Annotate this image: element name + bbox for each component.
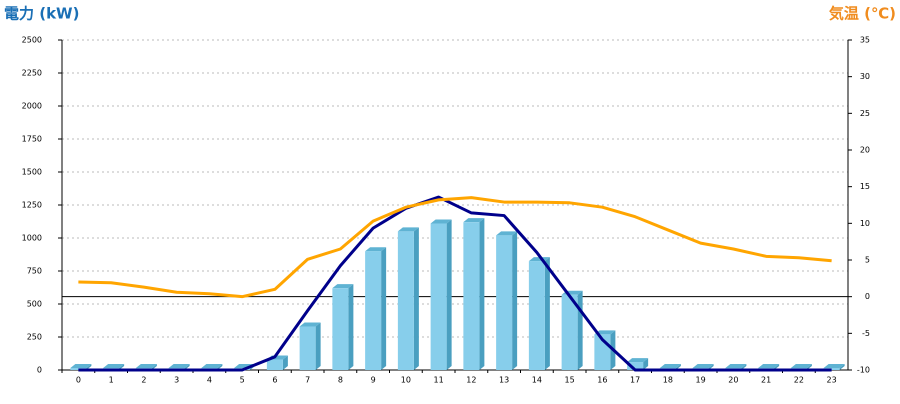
- x-tick-label: 16: [597, 376, 607, 385]
- x-tick-label: 10: [401, 376, 411, 385]
- bar-top: [659, 364, 681, 369]
- x-tick-label: 1: [109, 376, 114, 385]
- x-tick-label: 2: [141, 376, 146, 385]
- y2-tick-label: -5: [862, 329, 870, 338]
- bar-top: [496, 231, 518, 236]
- y-tick-label: 750: [27, 267, 42, 276]
- y2-tick-label: 0: [865, 292, 870, 301]
- bar-top: [725, 364, 747, 369]
- x-tick-label: 6: [272, 376, 277, 385]
- bar: [463, 222, 480, 370]
- y2-tick-label: 30: [860, 72, 870, 81]
- bar: [627, 362, 644, 370]
- x-tick-label: 22: [794, 376, 804, 385]
- y-tick-label: 2500: [22, 36, 42, 45]
- bar-side: [446, 219, 452, 370]
- x-tick-label: 9: [371, 376, 376, 385]
- x-tick-label: 4: [207, 376, 212, 385]
- x-tick-label: 23: [827, 376, 837, 385]
- bar-top: [692, 364, 714, 369]
- bar-top: [790, 364, 812, 369]
- bar-side: [413, 227, 419, 370]
- bar-side: [315, 322, 321, 370]
- y-tick-label: 1500: [22, 168, 42, 177]
- y2-axis-title: 気温 (℃): [829, 5, 896, 23]
- x-tick-label: 20: [728, 376, 738, 385]
- y2-tick-label: 20: [860, 146, 870, 155]
- bar: [332, 288, 349, 370]
- x-tick-label: 7: [305, 376, 310, 385]
- bar: [266, 359, 283, 370]
- bar-side: [381, 247, 387, 370]
- bar-top: [103, 364, 125, 369]
- y-tick-label: 500: [27, 300, 42, 309]
- bar-side: [577, 290, 583, 370]
- x-tick-label: 14: [532, 376, 542, 385]
- bar-top: [397, 227, 419, 232]
- bar-top: [168, 364, 190, 369]
- bar-side: [643, 358, 649, 370]
- bar-side: [839, 364, 845, 370]
- bar: [430, 223, 447, 370]
- x-tick-label: 15: [565, 376, 575, 385]
- bar: [397, 231, 414, 370]
- bar-side: [282, 355, 288, 370]
- line: [78, 196, 832, 299]
- y2-tick-label: 35: [860, 36, 870, 45]
- x-tick-label: 11: [434, 376, 444, 385]
- y-tick-label: 1000: [22, 234, 42, 243]
- y-tick-label: 0: [37, 366, 42, 375]
- x-tick-label: 8: [338, 376, 343, 385]
- line: [78, 195, 832, 372]
- bar-top: [332, 284, 354, 289]
- x-tick-label: 12: [466, 376, 476, 385]
- x-tick-label: 13: [499, 376, 509, 385]
- bar-top: [594, 330, 616, 335]
- bar: [365, 251, 382, 370]
- y2-tick-label: 5: [865, 256, 870, 265]
- bar-side: [479, 218, 485, 370]
- bar-top: [528, 257, 550, 262]
- bar-top: [365, 247, 387, 252]
- bar-side: [544, 257, 550, 370]
- y2-tick-label: 25: [860, 109, 870, 118]
- bar-top: [823, 364, 845, 369]
- bar-side: [348, 284, 354, 370]
- y-tick-label: 250: [27, 333, 42, 342]
- y-tick-label: 2250: [22, 69, 42, 78]
- x-tick-label: 18: [663, 376, 673, 385]
- bar-top: [758, 364, 780, 369]
- y-tick-label: 1750: [22, 135, 42, 144]
- x-tick-label: 17: [630, 376, 640, 385]
- bar: [496, 235, 513, 370]
- bar-top: [463, 218, 485, 223]
- bar: [299, 326, 316, 370]
- x-tick-label: 0: [76, 376, 81, 385]
- bar: [561, 294, 578, 370]
- y-tick-label: 2000: [22, 102, 42, 111]
- y2-tick-label: 15: [860, 182, 870, 191]
- y2-tick-label: -10: [857, 366, 870, 375]
- bar-top: [70, 364, 92, 369]
- x-tick-label: 3: [174, 376, 179, 385]
- bar-side: [512, 231, 518, 370]
- bar-top: [299, 322, 321, 327]
- bar-top: [201, 364, 223, 369]
- bar-top: [135, 364, 157, 369]
- x-tick-label: 19: [696, 376, 706, 385]
- y-tick-label: 1250: [22, 201, 42, 210]
- x-tick-label: 21: [761, 376, 771, 385]
- bar-top: [627, 358, 649, 363]
- bar-top: [430, 219, 452, 224]
- bar: [528, 261, 545, 370]
- y2-tick-label: 10: [860, 219, 870, 228]
- y-axis-title: 電力 (kW): [4, 5, 79, 23]
- x-tick-label: 5: [240, 376, 245, 385]
